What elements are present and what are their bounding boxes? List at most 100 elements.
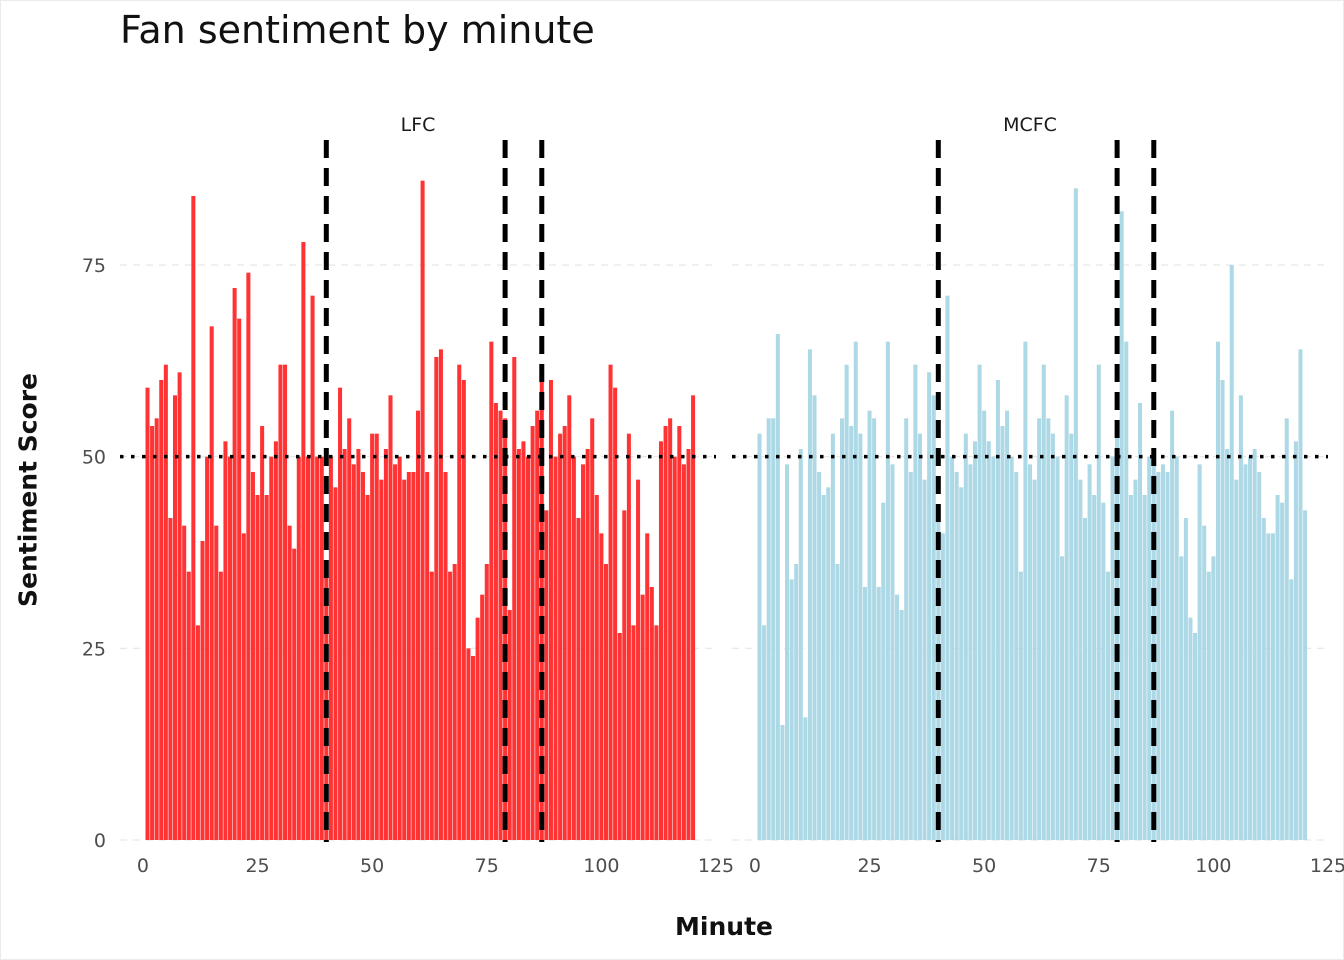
bar-mcfc	[1293, 441, 1298, 840]
bar-lfc	[264, 495, 269, 840]
bar-lfc	[246, 272, 251, 841]
bar-lfc	[443, 472, 448, 840]
bar-mcfc	[1027, 464, 1033, 840]
bar-mcfc	[1174, 456, 1179, 840]
bar-mcfc	[1183, 518, 1188, 840]
bar-mcfc	[1087, 464, 1092, 840]
bar-mcfc	[1009, 456, 1014, 840]
bar-mcfc	[1156, 472, 1161, 840]
bar-mcfc	[1142, 495, 1147, 840]
bar-lfc	[475, 617, 480, 840]
bar-lfc	[397, 456, 402, 840]
bar-mcfc	[1092, 495, 1097, 840]
bar-lfc	[200, 541, 205, 840]
bar-lfc	[530, 426, 535, 840]
bar-lfc	[273, 441, 278, 840]
y-tick-label: 50	[82, 447, 106, 469]
x-tick-label: 75	[1087, 855, 1111, 877]
bar-lfc	[168, 518, 173, 840]
bar-mcfc	[807, 349, 812, 840]
bar-lfc	[228, 456, 233, 840]
bar-lfc	[356, 449, 361, 840]
bar-lfc	[626, 433, 631, 840]
bar-lfc	[558, 433, 563, 840]
bar-mcfc	[784, 464, 790, 840]
bar-mcfc	[977, 364, 982, 840]
chart-title: Fan sentiment by minute	[120, 8, 595, 52]
bar-lfc	[493, 403, 498, 840]
bar-mcfc	[945, 295, 950, 841]
bar-mcfc	[1060, 556, 1065, 840]
bar-mcfc	[794, 564, 799, 840]
bar-mcfc	[1206, 571, 1211, 840]
y-tick-label: 75	[82, 255, 106, 277]
bar-lfc	[649, 587, 654, 840]
bar-lfc	[296, 456, 301, 840]
y-tick-label: 0	[94, 830, 106, 852]
bar-lfc	[489, 341, 494, 840]
bar-mcfc	[1243, 464, 1248, 840]
bar-lfc	[526, 456, 531, 840]
x-tick-label: 25	[857, 855, 881, 877]
bar-lfc	[677, 426, 682, 840]
bar-lfc	[260, 426, 265, 840]
bar-mcfc	[1211, 556, 1216, 840]
bar-lfc	[539, 380, 544, 840]
bar-lfc	[425, 472, 430, 840]
bar-lfc	[668, 418, 673, 840]
bar-lfc	[645, 533, 650, 840]
bar-lfc	[191, 196, 196, 840]
bar-lfc	[452, 564, 457, 840]
bar-mcfc	[950, 456, 955, 840]
bar-mcfc	[840, 418, 845, 840]
bar-lfc	[461, 380, 466, 840]
bar-lfc	[347, 418, 352, 840]
bar-lfc	[328, 456, 333, 840]
bar-mcfc	[812, 395, 817, 840]
bar-mcfc	[1229, 265, 1234, 840]
bar-mcfc	[895, 594, 900, 840]
bar-lfc	[622, 510, 627, 840]
bar-lfc	[388, 395, 393, 840]
bar-lfc	[393, 464, 398, 840]
bar-mcfc	[982, 410, 987, 840]
x-tick-label: 100	[1195, 855, 1231, 877]
bar-lfc	[172, 395, 178, 840]
bar-mcfc	[1298, 349, 1303, 840]
bar-mcfc	[1124, 341, 1129, 840]
bar-lfc	[498, 410, 503, 840]
bar-mcfc	[968, 464, 973, 840]
bar-lfc	[470, 656, 476, 840]
bar-mcfc	[1248, 456, 1253, 840]
bar-lfc	[209, 326, 214, 840]
bar-mcfc	[1000, 426, 1005, 840]
bar-lfc	[379, 479, 384, 840]
x-tick-label: 50	[972, 855, 996, 877]
bar-lfc	[415, 410, 421, 840]
bar-lfc	[351, 464, 356, 840]
bar-mcfc	[1252, 449, 1257, 840]
bar-mcfc	[1023, 341, 1028, 840]
bar-mcfc	[867, 410, 872, 840]
bar-lfc	[287, 525, 292, 840]
bar-mcfc	[1289, 579, 1294, 840]
bar-mcfc	[1225, 449, 1230, 840]
bar-mcfc	[858, 433, 863, 840]
bar-mcfc	[1165, 472, 1170, 840]
bar-lfc	[360, 472, 366, 840]
x-tick-label: 25	[245, 855, 269, 877]
x-tick-label: 50	[360, 855, 384, 877]
bar-mcfc	[817, 472, 822, 840]
bar-mcfc	[1101, 502, 1106, 840]
bar-mcfc	[1238, 395, 1243, 840]
x-tick-label: 0	[749, 855, 761, 877]
bar-lfc	[507, 610, 512, 840]
x-axis-label: Minute	[675, 912, 773, 941]
bar-mcfc	[1275, 495, 1280, 840]
bar-lfc	[553, 456, 558, 840]
bar-mcfc	[1133, 479, 1138, 840]
bar-lfc	[636, 479, 641, 840]
bar-mcfc	[1037, 418, 1042, 840]
bar-lfc	[516, 449, 521, 840]
bar-mcfc	[835, 564, 840, 840]
